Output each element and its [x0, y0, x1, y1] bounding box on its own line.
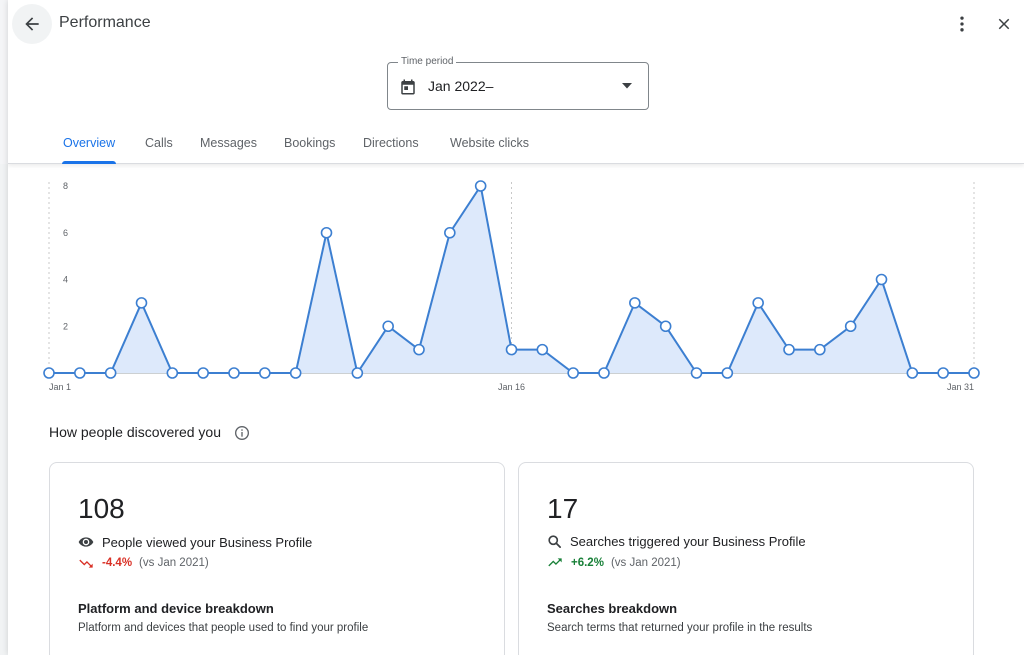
- x-tick-label-2: Jan 31: [947, 382, 974, 392]
- tab-bar: Overview Calls Messages Bookings Directi…: [8, 126, 1024, 164]
- data-point-11: [351, 367, 364, 379]
- data-point-30: [937, 367, 949, 379]
- time-period-select[interactable]: Time period Jan 2022–: [387, 56, 649, 110]
- data-point-5: [166, 367, 179, 379]
- data-point-10: [320, 226, 333, 239]
- tab-website-clicks[interactable]: Website clicks: [450, 136, 529, 150]
- y-tick-label-8: 8: [63, 181, 68, 191]
- tab-overview[interactable]: Overview: [63, 136, 116, 150]
- background-page-edge: [0, 164, 8, 655]
- close-button[interactable]: [988, 10, 1020, 38]
- page-title: Performance: [59, 14, 151, 31]
- more-options-button[interactable]: [946, 10, 978, 38]
- searches-breakdown-subtitle: Search terms that returned your profile …: [547, 622, 813, 634]
- profile-views-change: -4.4%: [102, 557, 133, 569]
- profile-views-value: 108: [78, 493, 125, 524]
- platform-breakdown-title: Platform and device breakdown: [78, 601, 274, 616]
- searches-label: Searches triggered your Business Profile: [570, 534, 806, 549]
- tab-calls[interactable]: Calls: [145, 136, 173, 150]
- data-point-13: [413, 343, 425, 356]
- searches-value: 17: [547, 493, 579, 524]
- x-tick-label-1: Jan 16: [498, 382, 525, 392]
- data-point-29: [906, 367, 919, 379]
- data-point-4: [135, 297, 148, 309]
- profile-views-card[interactable]: 108 People viewed your Business Profile …: [49, 462, 505, 655]
- data-point-9: [289, 367, 302, 379]
- data-point-18: [567, 367, 579, 379]
- dialog-header: Performance Time period Jan 2022–: [8, 0, 1024, 164]
- data-point-31: [968, 367, 980, 379]
- data-point-16: [505, 343, 518, 356]
- eye-icon: [78, 537, 94, 547]
- close-icon: [998, 18, 1010, 30]
- tab-messages[interactable]: Messages: [200, 136, 257, 150]
- data-point-8: [259, 367, 271, 379]
- back-button[interactable]: [12, 4, 52, 44]
- data-point-22: [690, 367, 703, 379]
- data-point-7: [228, 367, 240, 379]
- data-point-24: [752, 297, 764, 309]
- profile-views-comparison: (vs Jan 2021): [139, 557, 209, 569]
- x-tick-label-0: Jan 1: [49, 382, 71, 392]
- searches-breakdown-title: Searches breakdown: [547, 601, 678, 616]
- time-period-label: Time period: [398, 56, 457, 67]
- chart-area: [49, 186, 974, 373]
- trending-up-icon: [548, 558, 562, 567]
- discovery-section-title: How people discovered you: [49, 424, 221, 440]
- data-point-28: [875, 273, 888, 286]
- more-vert-icon: [960, 16, 964, 32]
- data-point-20: [629, 297, 641, 309]
- data-point-17: [536, 343, 549, 356]
- performance-dialog: Performance Time period Jan 2022–: [8, 0, 1024, 655]
- data-point-23: [721, 367, 734, 379]
- chart-svg: 2 4 6 8 Jan 1 Jan 16 Jan 31: [43, 180, 980, 392]
- data-point-1: [43, 367, 55, 379]
- data-point-14: [444, 226, 456, 239]
- data-point-2: [74, 367, 86, 379]
- search-icon: [548, 535, 561, 548]
- data-point-27: [844, 320, 857, 333]
- data-point-12: [382, 320, 394, 333]
- data-point-15: [474, 180, 487, 192]
- platform-breakdown-subtitle: Platform and devices that people used to…: [78, 622, 369, 634]
- tab-directions[interactable]: Directions: [363, 136, 419, 150]
- data-point-26: [814, 343, 826, 356]
- active-tab-indicator: [62, 161, 116, 164]
- data-point-3: [104, 367, 117, 379]
- searches-comparison: (vs Jan 2021): [610, 557, 681, 569]
- searches-card[interactable]: 17 Searches triggered your Business Prof…: [518, 462, 974, 655]
- arrow-back-icon: [25, 17, 39, 31]
- dropdown-arrow-icon: [622, 83, 632, 89]
- time-period-value: Jan 2022–: [428, 78, 494, 94]
- data-point-6: [197, 367, 209, 379]
- y-tick-label-4: 4: [63, 275, 68, 285]
- data-point-25: [783, 343, 795, 356]
- calendar-icon: [401, 79, 415, 95]
- data-point-21: [659, 320, 672, 333]
- y-tick-label-2: 2: [63, 321, 68, 331]
- profile-views-label: People viewed your Business Profile: [102, 534, 313, 550]
- performance-chart: 2 4 6 8 Jan 1 Jan 16 Jan 31: [8, 164, 1024, 404]
- tab-bookings[interactable]: Bookings: [284, 136, 336, 150]
- trending-down-icon: [79, 559, 93, 568]
- info-icon[interactable]: [234, 425, 250, 441]
- data-point-19: [598, 367, 610, 379]
- y-tick-label-6: 6: [63, 228, 68, 238]
- searches-change: +6.2%: [571, 557, 604, 569]
